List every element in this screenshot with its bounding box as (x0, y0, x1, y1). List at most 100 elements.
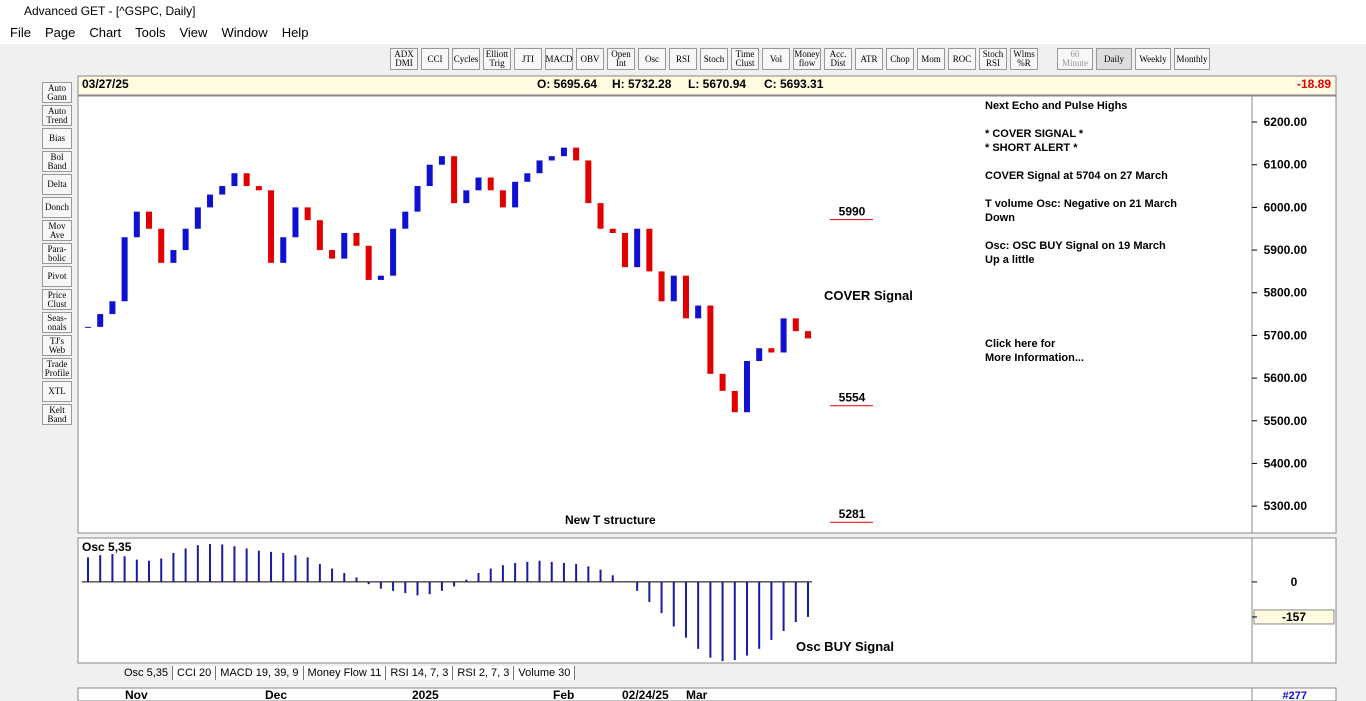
osc-bar (87, 557, 89, 582)
osc-bar (550, 561, 553, 582)
menu-item[interactable]: Help (281, 25, 309, 40)
note[interactable]: More Information... (985, 352, 1084, 364)
osc-bar (782, 581, 785, 631)
osc-bar (135, 559, 138, 582)
candle (414, 186, 421, 212)
candle (109, 301, 116, 315)
side-tool[interactable]: Price Clust (42, 289, 72, 310)
menu-bar: File Page Chart Tools View Window Help (0, 22, 1366, 44)
menu-item[interactable]: View (179, 25, 208, 40)
osc-bar (453, 581, 456, 587)
side-tool[interactable]: Para-bolic (42, 243, 72, 264)
candle (768, 348, 775, 353)
timeframe-button[interactable]: 60 Minute (1057, 48, 1093, 70)
toolbar-button[interactable]: Wlms %R (1010, 48, 1038, 70)
side-tool[interactable]: Donch (42, 197, 72, 218)
menu-item[interactable]: Tools (135, 25, 166, 40)
candle (170, 250, 177, 263)
tab[interactable]: RSI 2, 7, 3 (453, 666, 515, 680)
tab[interactable]: Volume 30 (514, 666, 576, 680)
timeframe-button[interactable]: Weekly (1135, 48, 1171, 70)
tab[interactable]: Osc 5,35 (120, 666, 174, 680)
toolbar-button[interactable]: OBV (576, 48, 604, 70)
info-high: H: 5732.28 (612, 77, 672, 91)
toolbar-button[interactable]: Stoch (700, 48, 728, 70)
toolbar-button[interactable]: MACD (545, 48, 573, 70)
toolbar-button[interactable]: Mom (917, 48, 945, 70)
candle (365, 245, 372, 280)
osc-bar (392, 581, 395, 591)
osc-bar (99, 555, 102, 582)
menu-item[interactable]: Page (44, 25, 76, 40)
toolbar: ADX DMI CCI Cycles Elliott Trig JTI MACD OBV Op… (390, 48, 1041, 72)
note: Osc: OSC BUY Signal on 19 March (985, 240, 1166, 252)
price-panel (77, 95, 1253, 534)
y-tick-label: 5500.00 (1264, 414, 1308, 428)
tab[interactable]: CCI 20 (173, 666, 217, 680)
bar-number-box (1251, 687, 1337, 701)
side-tool[interactable]: Seas-onals (42, 312, 72, 333)
osc-bar (367, 581, 370, 585)
side-tool[interactable]: Kelt Band (42, 404, 72, 425)
annotation: COVER Signal (824, 288, 913, 303)
toolbar-button[interactable]: Stoch RSI (979, 48, 1007, 70)
toolbar-button[interactable]: Cycles (452, 48, 480, 70)
side-tool[interactable]: Trade Profile (42, 358, 72, 379)
toolbar-button[interactable]: Chop (886, 48, 914, 70)
level-label: 5990 (839, 205, 866, 219)
date-label: Feb (553, 688, 574, 701)
timeframe-button[interactable]: Daily (1096, 48, 1132, 70)
toolbar-button[interactable]: Money flow (793, 48, 821, 70)
osc-bar (209, 544, 212, 582)
side-tool[interactable]: Bol Band (42, 151, 72, 172)
osc-bar (294, 555, 297, 582)
toolbar-button[interactable]: ROC (948, 48, 976, 70)
toolbar-button[interactable]: CCI (421, 48, 449, 70)
side-tool[interactable]: Auto Gann (42, 82, 72, 103)
osc-bar (428, 581, 431, 595)
y-tick-label: 5800.00 (1264, 286, 1308, 300)
toolbar-button[interactable]: JTI (514, 48, 542, 70)
tab[interactable]: MACD 19, 39, 9 (216, 666, 304, 680)
candle (682, 275, 689, 319)
toolbar-button[interactable]: Time Clust (731, 48, 759, 70)
toolbar-button[interactable]: Open Int (607, 48, 635, 70)
note: T volume Osc: Negative on 21 March (985, 198, 1177, 210)
osc-bar (611, 575, 614, 582)
note[interactable]: Click here for (985, 338, 1056, 350)
candle (780, 318, 787, 353)
osc-bar (306, 557, 309, 582)
menu-item[interactable]: Chart (89, 25, 122, 40)
side-tool[interactable]: Auto Trend (42, 105, 72, 126)
toolbar-button[interactable]: ADX DMI (390, 48, 418, 70)
side-tool[interactable]: Delta (42, 174, 72, 195)
menu-item[interactable]: Window (221, 25, 268, 40)
side-tool[interactable]: XTL (42, 381, 72, 402)
toolbar-button[interactable]: ATR (855, 48, 883, 70)
side-toolbar: Auto Gann Auto Trend Bias Bol Band Delta Donc… (42, 82, 74, 427)
osc-bar (709, 581, 712, 658)
side-tool[interactable]: Pivot (42, 266, 72, 287)
toolbar-button[interactable]: Acc. Dist (824, 48, 852, 70)
candle (597, 203, 604, 229)
toolbar-button[interactable]: Osc (638, 48, 666, 70)
tab[interactable]: RSI 14, 7, 3 (386, 666, 454, 680)
toolbar-button[interactable]: Vol (762, 48, 790, 70)
timeframe-button[interactable]: Monthly (1174, 48, 1210, 70)
side-tool[interactable]: Mov Ave (42, 220, 72, 241)
side-tool[interactable]: TJ's Web (42, 335, 72, 356)
side-tool[interactable]: Bias (42, 128, 72, 149)
menu-item[interactable]: File (10, 25, 31, 40)
toolbar-button[interactable]: Elliott Trig (483, 48, 511, 70)
candle (548, 156, 555, 161)
toolbar-button[interactable]: RSI (669, 48, 697, 70)
info-low: L: 5670.94 (688, 77, 746, 91)
candle (512, 181, 519, 208)
candle (292, 207, 299, 238)
tab[interactable]: Money Flow 11 (303, 666, 387, 680)
y-tick-label: 0 (1291, 575, 1298, 589)
candle (573, 147, 580, 161)
date-label: 02/24/25 (622, 688, 669, 701)
